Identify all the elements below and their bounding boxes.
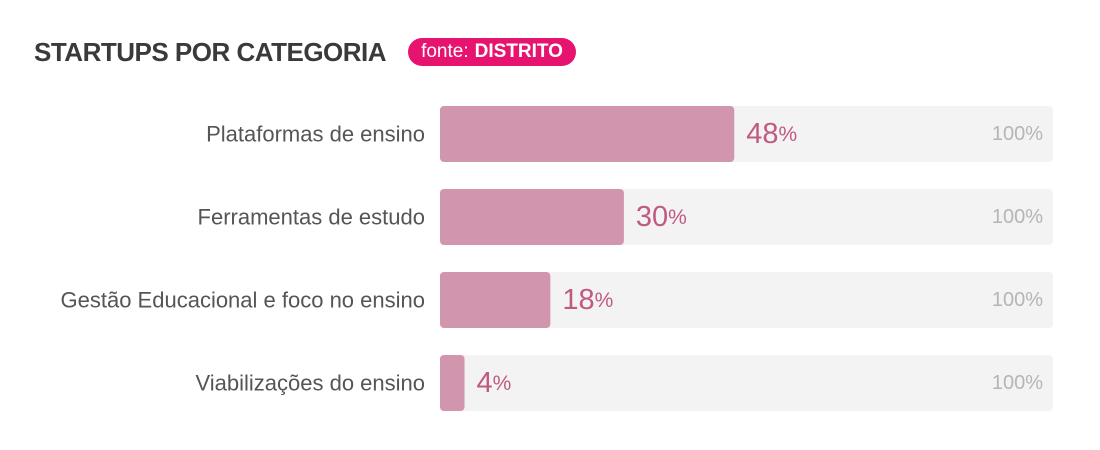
category-label: Viabilizações do ensino xyxy=(195,371,425,396)
chart-header: STARTUPS POR CATEGORIA fonte: DISTRITO xyxy=(34,36,576,68)
bar xyxy=(440,189,624,245)
value-label: 4% xyxy=(477,367,512,399)
max-label: 100% xyxy=(992,123,1043,145)
bar xyxy=(440,355,465,411)
bar xyxy=(440,106,735,162)
source-name: DISTRITO xyxy=(474,41,563,62)
bar-track xyxy=(440,355,1053,411)
value-label: 48% xyxy=(746,118,797,150)
max-label: 100% xyxy=(992,289,1043,311)
chart-title: STARTUPS POR CATEGORIA xyxy=(34,36,387,67)
value-label: 18% xyxy=(562,284,613,316)
source-badge: fonte: DISTRITO xyxy=(408,38,576,66)
source-prefix: fonte: xyxy=(421,41,469,62)
bar xyxy=(440,272,551,328)
value-label: 30% xyxy=(636,201,687,233)
bar-track xyxy=(440,272,1053,328)
category-label: Gestão Educacional e foco no ensino xyxy=(61,288,425,313)
category-label: Ferramentas de estudo xyxy=(198,205,425,230)
max-label: 100% xyxy=(992,372,1043,394)
category-label: Plataformas de ensino xyxy=(206,122,425,147)
max-label: 100% xyxy=(992,206,1043,228)
